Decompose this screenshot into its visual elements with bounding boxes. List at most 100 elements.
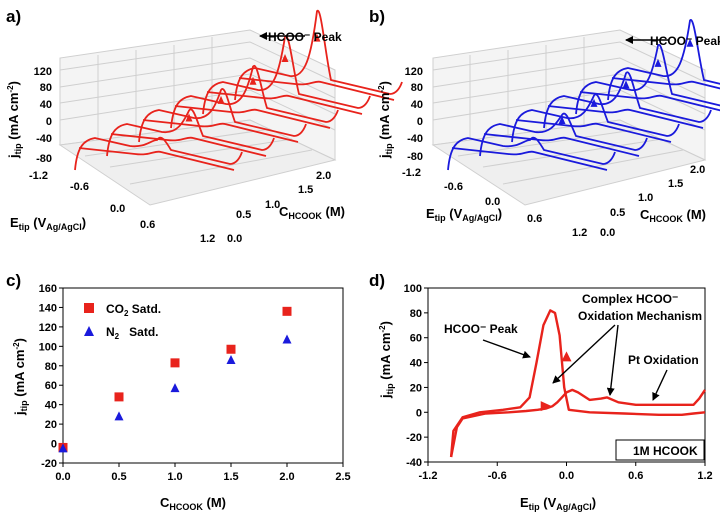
panel-a-ztick: -80 (36, 153, 52, 165)
panel-c-ytick-label: 120 (39, 322, 57, 334)
panel-d-ytick-label: 100 (404, 283, 422, 295)
panel-c-ytick-label: 80 (45, 361, 57, 373)
panel-a-curve-10M (170, 65, 339, 129)
panel-b-curve-return (483, 133, 640, 157)
panel-c-ytick-label: 60 (45, 380, 57, 392)
panel-a-ytick: 0.5 (236, 209, 251, 221)
legend-co2-label: CO2 Satd. (106, 302, 161, 318)
panel-c-point-co2 (226, 344, 236, 354)
panel-b-ztick: -40 (407, 133, 423, 145)
panel-b-zlabel: jtip (mA cm-2) (377, 81, 394, 159)
panel-a-xtick: -1.2 (29, 170, 48, 182)
panel-d-label: d) (369, 271, 385, 290)
panel-a-annotation: HCOO⁻ Peak (268, 30, 342, 44)
panel-b-ztick: 120 (405, 66, 423, 78)
panel-c-point-n2 (58, 443, 68, 453)
panel-c-label: c) (6, 271, 21, 290)
panel-d-ytick-label: -20 (406, 432, 422, 444)
panel-a-ztick: -40 (36, 133, 52, 145)
legend-n2-label: N2 Satd. (106, 325, 158, 341)
panel-b-curve-return (611, 77, 720, 90)
panel-c-xtick-label: 2.0 (279, 471, 294, 483)
panel-d-axes: -40 -20 0 20 40 60 80 100 -1.2 -0.6 0.0 0.6 1.2 (404, 283, 713, 482)
panel-a-curve-return (238, 77, 395, 101)
panel-a-ytick: 0.0 (227, 233, 242, 245)
panel-b-curve-return (579, 91, 720, 112)
panel-d-complex-annotation-2: Oxidation Mechanism (578, 309, 702, 323)
panel-d-marks (449, 309, 706, 458)
panel-c-point-co2 (282, 306, 292, 316)
panel-b-ytick: 1.5 (668, 178, 683, 190)
panel-a-curve-return (110, 133, 267, 157)
panel-c-axes: -20 0 20 40 60 80 100 120 140 160 0.0 0.5 1.0 1.5 2.0 2… (39, 283, 351, 483)
panel-d-xtick-label: 1.2 (697, 470, 712, 482)
panel-a-curve-05M (106, 108, 275, 157)
panel-c-marks (58, 306, 292, 453)
panel-b-label: b) (369, 7, 385, 26)
panel-a-curve-return (78, 147, 235, 171)
panel-a-xlabel: Etip (VAg/AgCl) (10, 215, 86, 232)
panel-c-ytick-label: 20 (45, 419, 57, 431)
panel-b-xtick: -1.2 (402, 167, 421, 179)
panel-b-direction-arrow (622, 80, 630, 89)
panel-d-xlabel: Etip (VAg/AgCl) (520, 495, 596, 512)
panel-c-legend: CO2 Satd. N2 Satd. (84, 302, 161, 341)
panel-c-xlabel: CHCOOK (M) (160, 495, 226, 512)
panel-d-ytick-label: 60 (410, 333, 422, 345)
panel-b-xtick: 1.2 (572, 227, 587, 239)
panel-c-ytick-label: 140 (39, 302, 57, 314)
panel-d-direction-arrow (540, 401, 552, 412)
panel-a-xtick: 1.2 (200, 233, 215, 245)
panel-a-curve-return (142, 119, 299, 143)
panel-a-ztick: 40 (40, 99, 52, 111)
panel-b-ytick: 0.5 (610, 207, 625, 219)
panel-b-direction-arrow (686, 38, 694, 47)
panel-b-xtick: -0.6 (444, 181, 463, 193)
panel-b: b) 120 80 40 0 -40 -80 -1.2 -0.6 0.0 0.6… (369, 7, 720, 239)
panel-d-xtick-label: -1.2 (419, 470, 438, 482)
panel-a-xtick: 0.6 (140, 219, 155, 231)
panel-c-point-n2 (282, 334, 292, 344)
panel-c-point-n2 (226, 354, 236, 364)
panel-d-peak-arrow (482, 339, 531, 359)
panel-c-ytick-label: 100 (39, 341, 57, 353)
panel-c-point-n2 (170, 383, 180, 393)
panel-a-3d-box (58, 29, 337, 206)
panel-a-ztick: 0 (46, 116, 52, 128)
panel-a-ytick: 1.5 (298, 184, 313, 196)
panel-a-zlabel: jtip (mA cm-2) (6, 81, 23, 159)
panel-b-xtick: 0.0 (485, 196, 500, 208)
panel-b-ztick: -80 (407, 151, 423, 163)
panel-b-ztick: 0 (417, 116, 423, 128)
panel-d-complex-annotation-1: Complex HCOO⁻ (582, 292, 678, 306)
panel-d-pt-arrow (652, 369, 668, 401)
panel-a-ytick: 1.0 (265, 199, 280, 211)
panel-a-direction-arrow (313, 33, 321, 42)
panel-c-ytick-label: 160 (39, 283, 57, 295)
panel-c: c) -20 0 20 40 60 80 100 120 140 160 0.0 0.5 1.0 1.5 2… (6, 271, 351, 512)
legend-square-marker (84, 303, 94, 313)
panel-b-curve-return (515, 119, 672, 143)
panel-d-peak-annotation: HCOO⁻ Peak (444, 322, 518, 336)
panel-c-point-co2 (170, 358, 180, 368)
panel-d-xtick-label: 0.0 (559, 470, 574, 482)
panel-b-xtick: 0.6 (527, 213, 542, 225)
panel-a-curve-return (206, 91, 363, 115)
panel-a: a) 120 80 40 0 -40 -80 -1.2 -0.6 0.0 0.6… (6, 7, 403, 245)
panel-d-xtick-label: 0.6 (628, 470, 643, 482)
panel-b-annotation: HCOO⁻ Peak (650, 34, 720, 48)
panel-b-curve-075M (511, 93, 680, 143)
panel-a-xtick: 0.0 (110, 203, 125, 215)
panel-d-complex-arrow-2 (606, 324, 619, 396)
panel-b-ytick: 0.0 (600, 227, 615, 239)
panel-a-curves (74, 9, 403, 171)
panel-b-direction-arrow (558, 115, 566, 124)
panel-d-ytick-label: 20 (410, 382, 422, 394)
panel-b-xlabel: Etip (VAg/AgCl) (426, 206, 502, 223)
panel-a-ztick: 80 (40, 82, 52, 94)
panel-a-curve-00M (74, 136, 243, 171)
panel-d-ytick-label: 0 (416, 407, 422, 419)
panel-c-point-n2 (114, 411, 124, 421)
panel-b-direction-arrow (654, 58, 662, 67)
